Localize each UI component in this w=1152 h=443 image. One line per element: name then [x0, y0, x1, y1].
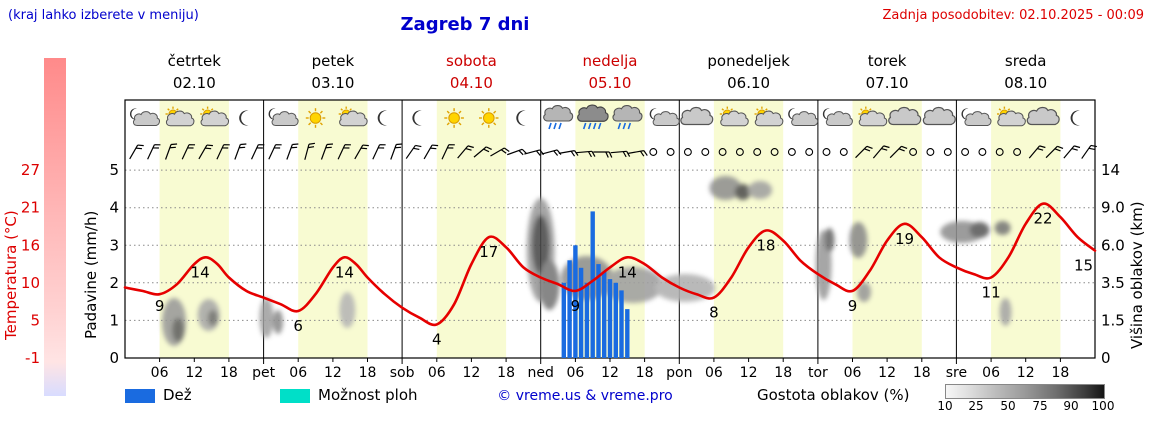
- cloud-scale-tick: 10: [937, 399, 953, 413]
- svg-text:torek: torek: [868, 52, 907, 70]
- svg-text:12: 12: [462, 365, 480, 381]
- svg-text:tor: tor: [808, 365, 828, 381]
- svg-text:sob: sob: [390, 365, 415, 381]
- cloud-scale-tick: 90: [1063, 399, 1079, 413]
- svg-text:9: 9: [848, 297, 858, 315]
- svg-text:18: 18: [636, 365, 654, 381]
- svg-text:pet: pet: [252, 365, 276, 381]
- svg-text:06: 06: [428, 365, 446, 381]
- showers-legend-label: Možnost ploh: [318, 386, 418, 404]
- svg-text:sreda: sreda: [1005, 52, 1047, 70]
- svg-text:04.10: 04.10: [450, 74, 493, 92]
- cloud-scale-tick: 75: [1032, 399, 1048, 413]
- svg-text:05.10: 05.10: [589, 74, 632, 92]
- svg-text:11: 11: [982, 284, 1001, 302]
- svg-text:10: 10: [21, 274, 40, 292]
- svg-text:3: 3: [109, 236, 119, 254]
- page-title: Zagreb 7 dni: [400, 14, 530, 35]
- svg-text:4: 4: [432, 330, 442, 348]
- svg-text:četrtek: četrtek: [168, 52, 222, 70]
- svg-text:19: 19: [895, 230, 914, 248]
- svg-text:14: 14: [1101, 161, 1120, 179]
- cloud-scale-tick: 50: [1000, 399, 1016, 413]
- svg-text:9: 9: [571, 297, 581, 315]
- svg-text:6: 6: [293, 317, 303, 335]
- last-update-label: Zadnja posodobitev: 02.10.2025 - 00:09: [882, 8, 1144, 23]
- svg-text:07.10: 07.10: [866, 74, 909, 92]
- svg-text:18: 18: [774, 365, 792, 381]
- svg-text:12: 12: [601, 365, 619, 381]
- svg-text:9: 9: [155, 297, 165, 315]
- svg-text:15: 15: [1074, 257, 1093, 275]
- svg-text:8: 8: [709, 304, 719, 322]
- svg-text:21: 21: [21, 199, 40, 217]
- svg-text:22: 22: [1033, 210, 1052, 228]
- svg-text:06: 06: [289, 365, 307, 381]
- svg-text:1: 1: [109, 311, 119, 329]
- copyright-link[interactable]: © vreme.us & vreme.pro: [497, 388, 673, 404]
- svg-text:ponedeljek: ponedeljek: [707, 52, 790, 70]
- svg-text:02.10: 02.10: [173, 74, 216, 92]
- svg-text:3.5: 3.5: [1101, 274, 1125, 292]
- cloud-scale-tick: 100: [1091, 399, 1115, 413]
- svg-text:5: 5: [109, 161, 119, 179]
- cloud-density-legend-label: Gostota oblakov (%): [757, 386, 910, 404]
- svg-text:08.10: 08.10: [1004, 74, 1047, 92]
- svg-text:06: 06: [982, 365, 1000, 381]
- svg-text:14: 14: [618, 263, 637, 281]
- showers-legend-swatch: [280, 389, 310, 403]
- svg-text:-1: -1: [25, 349, 40, 367]
- svg-text:12: 12: [185, 365, 203, 381]
- svg-text:12: 12: [740, 365, 758, 381]
- svg-text:12: 12: [878, 365, 896, 381]
- svg-text:12: 12: [324, 365, 342, 381]
- svg-text:14: 14: [335, 263, 354, 281]
- svg-text:18: 18: [913, 365, 931, 381]
- svg-text:06.10: 06.10: [727, 74, 770, 92]
- svg-text:2: 2: [109, 274, 119, 292]
- rain-legend-swatch: [125, 389, 155, 403]
- svg-text:petek: petek: [312, 52, 355, 70]
- svg-text:1.5: 1.5: [1101, 311, 1125, 329]
- cloud-scale-tick: 25: [968, 399, 984, 413]
- svg-text:06: 06: [566, 365, 584, 381]
- svg-text:nedelja: nedelja: [582, 52, 637, 70]
- svg-text:sre: sre: [946, 365, 967, 381]
- svg-text:06: 06: [151, 365, 169, 381]
- svg-text:17: 17: [479, 243, 498, 261]
- svg-text:ned: ned: [528, 365, 554, 381]
- svg-text:sobota: sobota: [446, 52, 497, 70]
- svg-text:0: 0: [1101, 349, 1111, 367]
- svg-text:pon: pon: [666, 365, 692, 381]
- svg-text:18: 18: [220, 365, 238, 381]
- svg-text:4: 4: [109, 199, 119, 217]
- rain-legend-label: Dež: [163, 386, 192, 404]
- svg-text:12: 12: [1017, 365, 1035, 381]
- svg-text:06: 06: [844, 365, 862, 381]
- svg-text:18: 18: [497, 365, 515, 381]
- svg-text:03.10: 03.10: [311, 74, 354, 92]
- temperature-color-strip: [44, 58, 66, 396]
- svg-text:27: 27: [21, 161, 40, 179]
- svg-text:14: 14: [191, 263, 210, 281]
- svg-text:18: 18: [1051, 365, 1069, 381]
- location-menu-hint: (kraj lahko izberete v meniju): [8, 8, 199, 23]
- svg-text:9.0: 9.0: [1101, 199, 1125, 217]
- svg-text:16: 16: [21, 236, 40, 254]
- svg-text:5: 5: [30, 311, 40, 329]
- svg-text:18: 18: [359, 365, 377, 381]
- svg-text:0: 0: [109, 349, 119, 367]
- svg-text:18: 18: [756, 237, 775, 255]
- svg-text:6.0: 6.0: [1101, 236, 1125, 254]
- cloud-density-gradient-bar: [945, 384, 1105, 399]
- svg-text:06: 06: [705, 365, 723, 381]
